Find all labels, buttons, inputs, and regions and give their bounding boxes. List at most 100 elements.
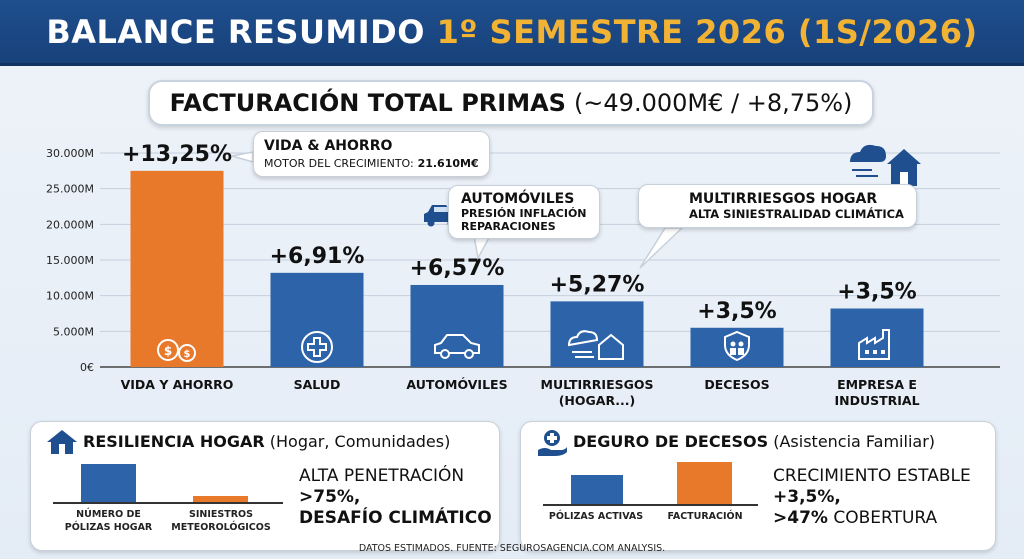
callout-vida-ahorro: VIDA & AHORRO MOTOR DEL CRECIMIENTO: 21.… — [253, 131, 490, 177]
callout-hogar-line2: ALTA SINIESTRALIDAD CLIMÁTICA — [689, 207, 904, 221]
y-tick-label: 30.000M — [46, 147, 94, 160]
mini-label-polizas-hogar: NÚMERO DE PÓLIZAS HOGAR — [64, 509, 153, 533]
factory-window — [881, 350, 885, 354]
panel-right-text: CRECIMIENTO ESTABLE +3,5%, >47% COBERTUR… — [773, 466, 971, 529]
mini-bar-facturacion — [677, 462, 732, 504]
callout-auto-line1: AUTOMÓVILES — [461, 191, 575, 207]
mini-label-facturacion: FACTURACIÓN — [667, 511, 743, 522]
panel-right-line3-bold: >47% — [773, 508, 828, 528]
car-wheel — [440, 349, 450, 359]
callout-vida-title: VIDA & AHORRO — [264, 138, 393, 154]
house-shape — [598, 333, 624, 360]
bar — [550, 301, 644, 367]
callout-multirriesgos: MULTIRRIESGOS HOGAR ALTA SINIESTRALIDAD … — [638, 184, 917, 228]
house-icon — [887, 149, 921, 186]
panel-right-line3-rest: COBERTURA — [833, 508, 938, 528]
panel-seguro-decesos: DEGURO DE DECESOS (Asistencia Familiar) … — [520, 421, 996, 551]
mini-bar-polizas-hogar — [81, 464, 136, 502]
person-body — [730, 348, 736, 355]
panel-right-title: DEGURO DE DECESOS (Asistencia Familiar) — [573, 432, 935, 451]
car-wheel — [464, 349, 474, 359]
house-door — [900, 172, 908, 186]
cloud-icon — [850, 144, 886, 162]
bar-growth-label: +3,5% — [837, 280, 916, 305]
y-tick-label: 15.000M — [46, 254, 94, 267]
car-wheel — [427, 219, 435, 227]
car-body — [434, 334, 480, 354]
bar-growth-label: +5,27% — [550, 272, 645, 297]
bar-growth-label: +3,5% — [697, 299, 776, 324]
person-body — [738, 348, 744, 355]
callout-tail — [473, 235, 492, 261]
mini-bar-siniestros — [193, 496, 248, 502]
y-tick-label: 0€ — [80, 361, 94, 374]
dollar-sign: $ — [184, 349, 191, 360]
total-premiums-value: (~49.000M€ / +8,75%) — [573, 89, 853, 117]
panel-left-title: RESILIENCIA HOGAR (Hogar, Comunidades) — [83, 432, 450, 451]
mini-label-polizas-activas: PÓLIZAS ACTIVAS — [548, 511, 644, 522]
bar — [130, 170, 224, 367]
mini-label-siniestros: SINIESTROS METEOROLÓGICOS — [171, 509, 271, 533]
x-category-label: AUTOMÓVILES — [406, 377, 507, 392]
person-head — [738, 341, 744, 347]
bar-growth-label: +6,57% — [410, 256, 505, 281]
x-category-label: EMPRESA E — [837, 377, 917, 392]
y-tick-label: 25.000M — [46, 183, 94, 196]
source-footnote: DATOS ESTIMADOS. FUENTE: SEGUROSAGENCIA.… — [358, 543, 666, 554]
x-category-label: SALUD — [294, 377, 341, 392]
panel-left-line2: >75%, — [299, 487, 361, 507]
x-category-label: INDUSTRIAL — [834, 393, 919, 408]
bar-growth-label: +6,91% — [270, 244, 365, 269]
callout-hogar-line1: MULTIRRIESGOS HOGAR — [689, 191, 878, 207]
medical-circle — [301, 331, 333, 363]
callout-auto-line3: REPARACIONES — [461, 220, 556, 233]
mini-chart-axis — [53, 502, 283, 504]
total-premiums-label: FACTURACIÓN TOTAL PRIMAS — [169, 89, 566, 117]
panel-right-line2: +3,5%, — [773, 487, 841, 507]
x-category-label: (HOGAR...) — [559, 393, 636, 408]
y-tick-label: 20.000M — [46, 218, 94, 231]
callout-vida-sub-value: 21.610M€ — [417, 157, 479, 170]
cloud-shape — [567, 330, 599, 347]
panel-right-title-rest: (Asistencia Familiar) — [773, 432, 936, 451]
panel-left-text: ALTA PENETRACIÓN >75%, DESAFÍO CLIMÁTICO — [299, 466, 492, 529]
money-bag-right — [178, 344, 196, 362]
dollar-sign: $ — [164, 344, 172, 358]
panel-resiliencia-hogar: RESILIENCIA HOGAR (Hogar, Comunidades) N… — [30, 421, 500, 551]
house-icon — [45, 428, 79, 460]
factory-window — [873, 350, 877, 354]
panel-left-line1: ALTA PENETRACIÓN — [299, 466, 465, 486]
panel-right-title-bold: DEGURO DE DECESOS — [573, 432, 769, 451]
hand-cross-icon — [535, 428, 569, 462]
title-part-2: 1º SEMESTRE 2026 (1S/2026) — [436, 12, 978, 51]
person-head — [730, 341, 736, 347]
callout-vida-sub-label: MOTOR DEL CRECIMIENTO: — [264, 157, 414, 170]
bar-growth-label: +13,25% — [122, 142, 232, 167]
factory-shape — [858, 329, 890, 360]
callout-automoviles: AUTOMÓVILES PRESIÓN INFLACIÓN REPARACION… — [448, 185, 600, 239]
y-tick-label: 5.000M — [53, 325, 94, 338]
panel-left-line3: DESAFÍO CLIMÁTICO — [299, 508, 492, 528]
x-category-label: VIDA Y AHORRO — [121, 377, 234, 392]
total-premiums-box: FACTURACIÓN TOTAL PRIMAS (~49.000M€ / +8… — [148, 80, 874, 126]
bar — [410, 284, 504, 367]
shield-shape — [724, 330, 750, 362]
bar — [690, 327, 784, 367]
x-category-label: DECESOS — [704, 377, 769, 392]
money-bag-left — [157, 339, 179, 361]
panel-right-line1: CRECIMIENTO ESTABLE — [773, 466, 971, 486]
bar — [830, 308, 924, 367]
callout-auto-line2: PRESIÓN INFLACIÓN — [461, 207, 587, 220]
header-banner: BALANCE RESUMIDO 1º SEMESTRE 2026 (1S/20… — [0, 0, 1024, 66]
car-window — [434, 207, 448, 212]
page-title: BALANCE RESUMIDO 1º SEMESTRE 2026 (1S/20… — [46, 13, 977, 51]
y-tick-label: 10.000M — [46, 290, 94, 303]
mini-bar-polizas-activas — [571, 475, 623, 504]
factory-window — [865, 350, 869, 354]
mini-chart-axis — [543, 504, 758, 506]
callout-tail — [639, 227, 684, 269]
panel-left-title-rest: (Hogar, Comunidades) — [269, 432, 451, 451]
medical-cross — [307, 337, 327, 357]
title-part-1: BALANCE RESUMIDO — [46, 12, 425, 51]
x-category-label: MULTIRRIESGOS — [541, 377, 654, 392]
